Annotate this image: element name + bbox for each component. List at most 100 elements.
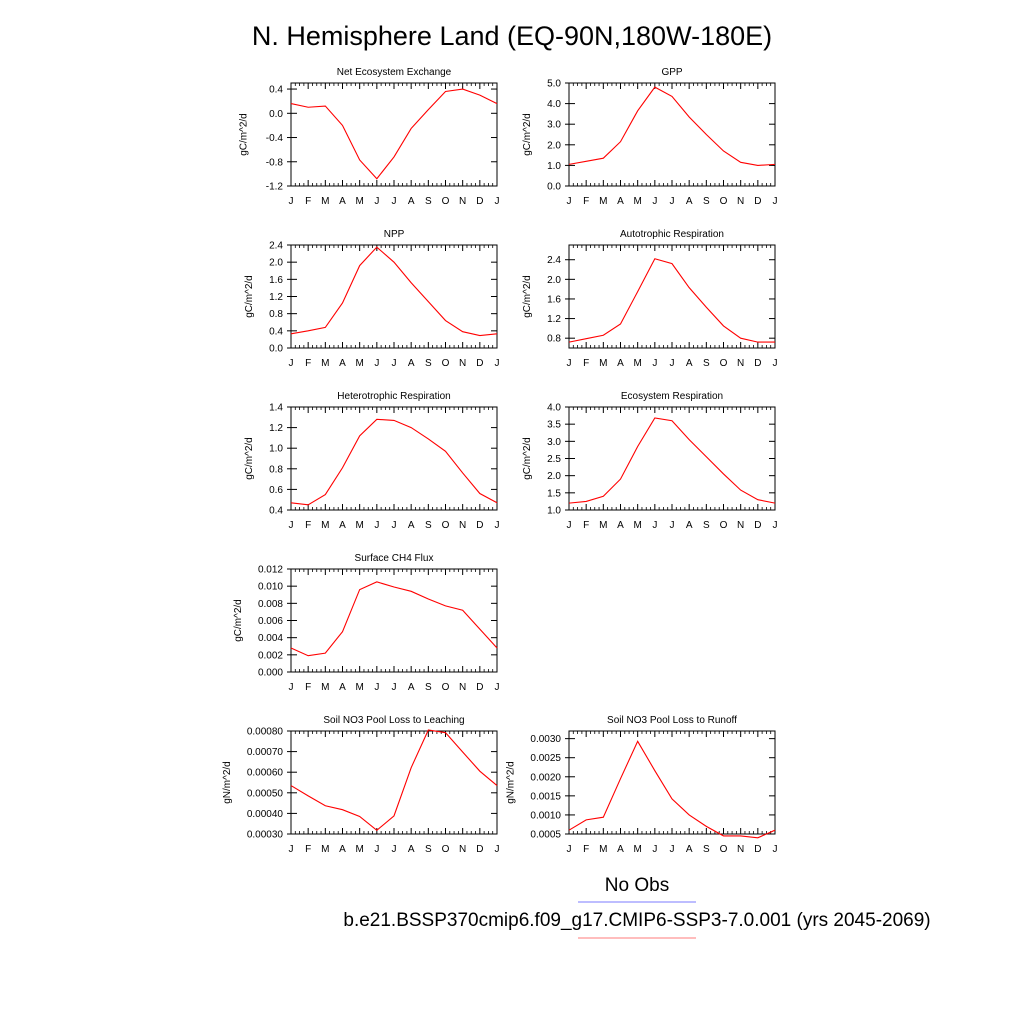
y-tick-label: 0.0025	[530, 753, 561, 764]
y-tick-label: 0.0030	[530, 734, 561, 745]
x-tick-label: N	[737, 844, 744, 855]
x-tick-label: A	[339, 358, 346, 369]
x-tick-label: D	[754, 196, 761, 207]
x-tick-label: O	[442, 196, 450, 207]
y-axis-label: gC/m^2/d	[522, 113, 533, 156]
y-tick-label: 0.4	[269, 326, 283, 337]
x-tick-label: J	[670, 844, 675, 855]
y-tick-label: 1.2	[269, 423, 283, 434]
y-tick-label: 1.0	[547, 161, 561, 172]
y-axis-label: gC/m^2/d	[244, 437, 255, 480]
y-axis-label: gC/m^2/d	[522, 275, 533, 318]
x-tick-label: M	[633, 844, 641, 855]
series-line	[568, 258, 775, 343]
plot-frame	[290, 82, 498, 187]
y-tick-label: 2.0	[547, 471, 561, 482]
plot-frame	[290, 406, 498, 511]
panel-title: Soil NO3 Pool Loss to Runoff	[607, 715, 737, 726]
y-axis-label: gC/m^2/d	[239, 113, 250, 156]
x-tick-label: F	[305, 682, 311, 693]
y-tick-label: 4.0	[547, 99, 561, 110]
y-tick-label: 1.4	[269, 403, 283, 414]
y-tick-label: 0.8	[269, 464, 283, 475]
y-tick-label: 0.6	[269, 485, 283, 496]
x-tick-label: J	[652, 196, 657, 207]
y-tick-label: 3.0	[547, 120, 561, 131]
x-tick-label: O	[720, 196, 728, 207]
panel-title: Net Ecosystem Exchange	[337, 67, 452, 78]
y-tick-label: 0.0010	[530, 810, 561, 821]
x-tick-label: J	[374, 682, 379, 693]
y-axis-label: gC/m^2/d	[244, 275, 255, 318]
x-tick-label: J	[495, 520, 500, 531]
y-tick-label: 1.5	[547, 488, 561, 499]
y-tick-label: 3.5	[547, 420, 561, 431]
y-tick-label: 0.0015	[530, 791, 561, 802]
series-line	[290, 88, 498, 180]
x-tick-label: D	[754, 844, 761, 855]
x-tick-label: J	[567, 358, 572, 369]
x-tick-label: O	[442, 682, 450, 693]
x-tick-label: A	[686, 358, 693, 369]
x-tick-label: M	[355, 682, 363, 693]
x-tick-label: J	[652, 358, 657, 369]
x-tick-label: J	[289, 844, 294, 855]
y-tick-label: -0.4	[266, 133, 284, 144]
panel-title: Autotrophic Respiration	[620, 229, 724, 240]
y-tick-label: 0.0	[269, 109, 283, 120]
x-tick-label: M	[633, 520, 641, 531]
y-tick-label: 1.6	[547, 294, 561, 305]
y-tick-label: -0.8	[266, 157, 284, 168]
x-tick-label: M	[321, 196, 329, 207]
x-tick-label: M	[355, 520, 363, 531]
x-tick-label: J	[289, 682, 294, 693]
y-tick-label: 0.00030	[247, 830, 284, 841]
y-tick-label: 0.004	[258, 633, 283, 644]
x-tick-label: N	[459, 196, 466, 207]
x-tick-label: J	[773, 196, 778, 207]
x-tick-label: J	[289, 358, 294, 369]
x-tick-label: J	[773, 844, 778, 855]
x-tick-label: J	[374, 520, 379, 531]
y-tick-label: 2.4	[547, 255, 561, 266]
panel-title: NPP	[384, 229, 405, 240]
series-line	[568, 86, 776, 166]
panel-title: Surface CH4 Flux	[355, 553, 434, 564]
plot-frame	[568, 82, 776, 187]
x-tick-label: F	[305, 196, 311, 207]
x-tick-label: J	[567, 196, 572, 207]
y-axis-label: gN/m^2/d	[222, 761, 233, 804]
y-tick-label: 2.0	[547, 275, 561, 286]
x-tick-label: A	[617, 358, 624, 369]
x-tick-label: J	[495, 682, 500, 693]
x-tick-label: J	[392, 520, 397, 531]
y-tick-label: 0.4	[269, 85, 283, 96]
plot-frame	[568, 406, 776, 511]
x-tick-label: M	[355, 196, 363, 207]
y-tick-label: 0.012	[258, 565, 283, 576]
y-tick-label: 0.8	[269, 309, 283, 320]
series-line	[568, 417, 776, 504]
y-tick-label: 0.010	[258, 582, 283, 593]
series-line	[568, 740, 776, 839]
x-tick-label: A	[617, 520, 624, 531]
x-tick-label: A	[686, 844, 693, 855]
y-tick-label: 1.2	[547, 314, 561, 325]
y-tick-label: 1.0	[547, 506, 561, 517]
plot-frame	[568, 730, 776, 835]
x-tick-label: J	[392, 682, 397, 693]
x-tick-label: F	[583, 520, 589, 531]
y-tick-label: 2.5	[547, 454, 561, 465]
x-tick-label: J	[495, 358, 500, 369]
y-tick-label: 0.0005	[530, 830, 561, 841]
y-tick-label: 0.00060	[247, 768, 284, 779]
x-tick-label: A	[339, 682, 346, 693]
x-tick-label: D	[476, 844, 483, 855]
x-tick-label: A	[617, 196, 624, 207]
plot-frame	[290, 730, 498, 835]
x-tick-label: D	[754, 520, 761, 531]
legend-model-label: b.e21.BSSP370cmip6.f09_g17.CMIP6-SSP3-7.…	[343, 910, 930, 931]
